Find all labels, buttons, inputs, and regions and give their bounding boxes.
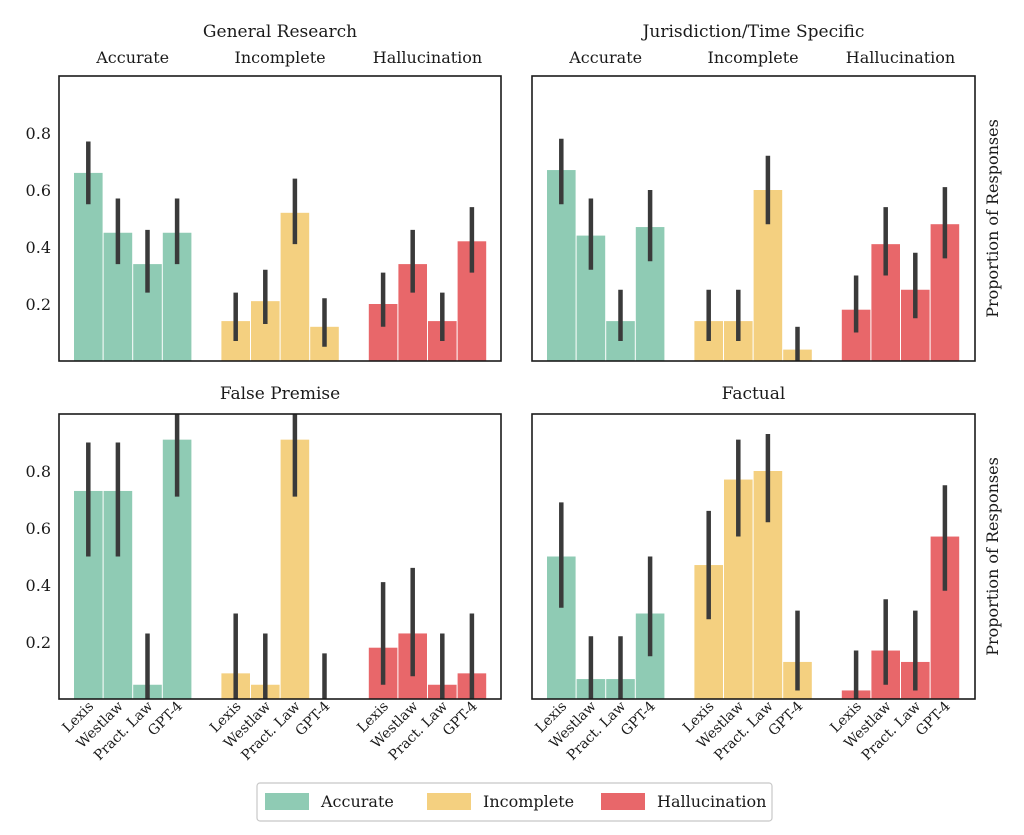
plot-frame [531,75,976,362]
x-tick-label: GPT-4 [145,698,186,739]
group-title-accurate: Accurate [95,48,169,67]
legend-box [256,782,773,822]
y-tick-label: 0.6 [26,519,51,538]
y-tick-label: 0.6 [26,181,51,200]
y-tick-label: 0.2 [26,295,51,314]
group-title-accurate: Accurate [568,48,642,67]
legend-swatch-hallucination [601,793,645,810]
plot-frame [58,75,502,362]
y-tick-label: 0.8 [26,124,51,143]
y-tick-label: 0.4 [26,576,51,595]
plot-frame [58,413,502,700]
y-tick-label: 0.8 [26,462,51,481]
legend-swatch-incomplete [427,793,471,810]
group-title-hallucination: Hallucination [373,48,482,67]
y-tick-label: 0.2 [26,633,51,652]
x-tick-label: GPT-4 [292,698,333,739]
legend-label-incomplete: Incomplete [483,792,574,811]
panel-1: General Research Accurate Incomplete Halluc… [26,22,502,362]
panel-title: Jurisdiction/Time Specific [641,22,865,42]
legend: Accurate Incomplete Hallucination [256,782,773,822]
y-axis-label: Proportion of Responses [983,457,1002,656]
group-title-incomplete: Incomplete [708,48,799,67]
legend-label-accurate: Accurate [320,792,394,811]
panel-3: False Premise0.20.40.60.8LexisWestlawPra… [26,384,502,764]
group-title-hallucination: Hallucination [846,48,955,67]
x-tick-label: GPT-4 [765,698,806,739]
x-tick-label: GPT-4 [618,698,659,739]
panel-2: Jurisdiction/Time Specific Accurate Incomp… [531,22,1002,362]
group-title-incomplete: Incomplete [235,48,326,67]
x-tick-label: GPT-4 [913,698,954,739]
x-tick-label: GPT-4 [440,698,481,739]
panel-title: False Premise [220,384,340,404]
legend-swatch-accurate [265,793,309,810]
plot-frame [531,413,976,700]
panel-title: Factual [722,384,786,404]
y-axis-label: Proportion of Responses [983,119,1002,318]
panel-title: General Research [203,22,357,42]
legend-label-hallucination: Hallucination [657,792,766,811]
y-tick-label: 0.4 [26,238,51,257]
